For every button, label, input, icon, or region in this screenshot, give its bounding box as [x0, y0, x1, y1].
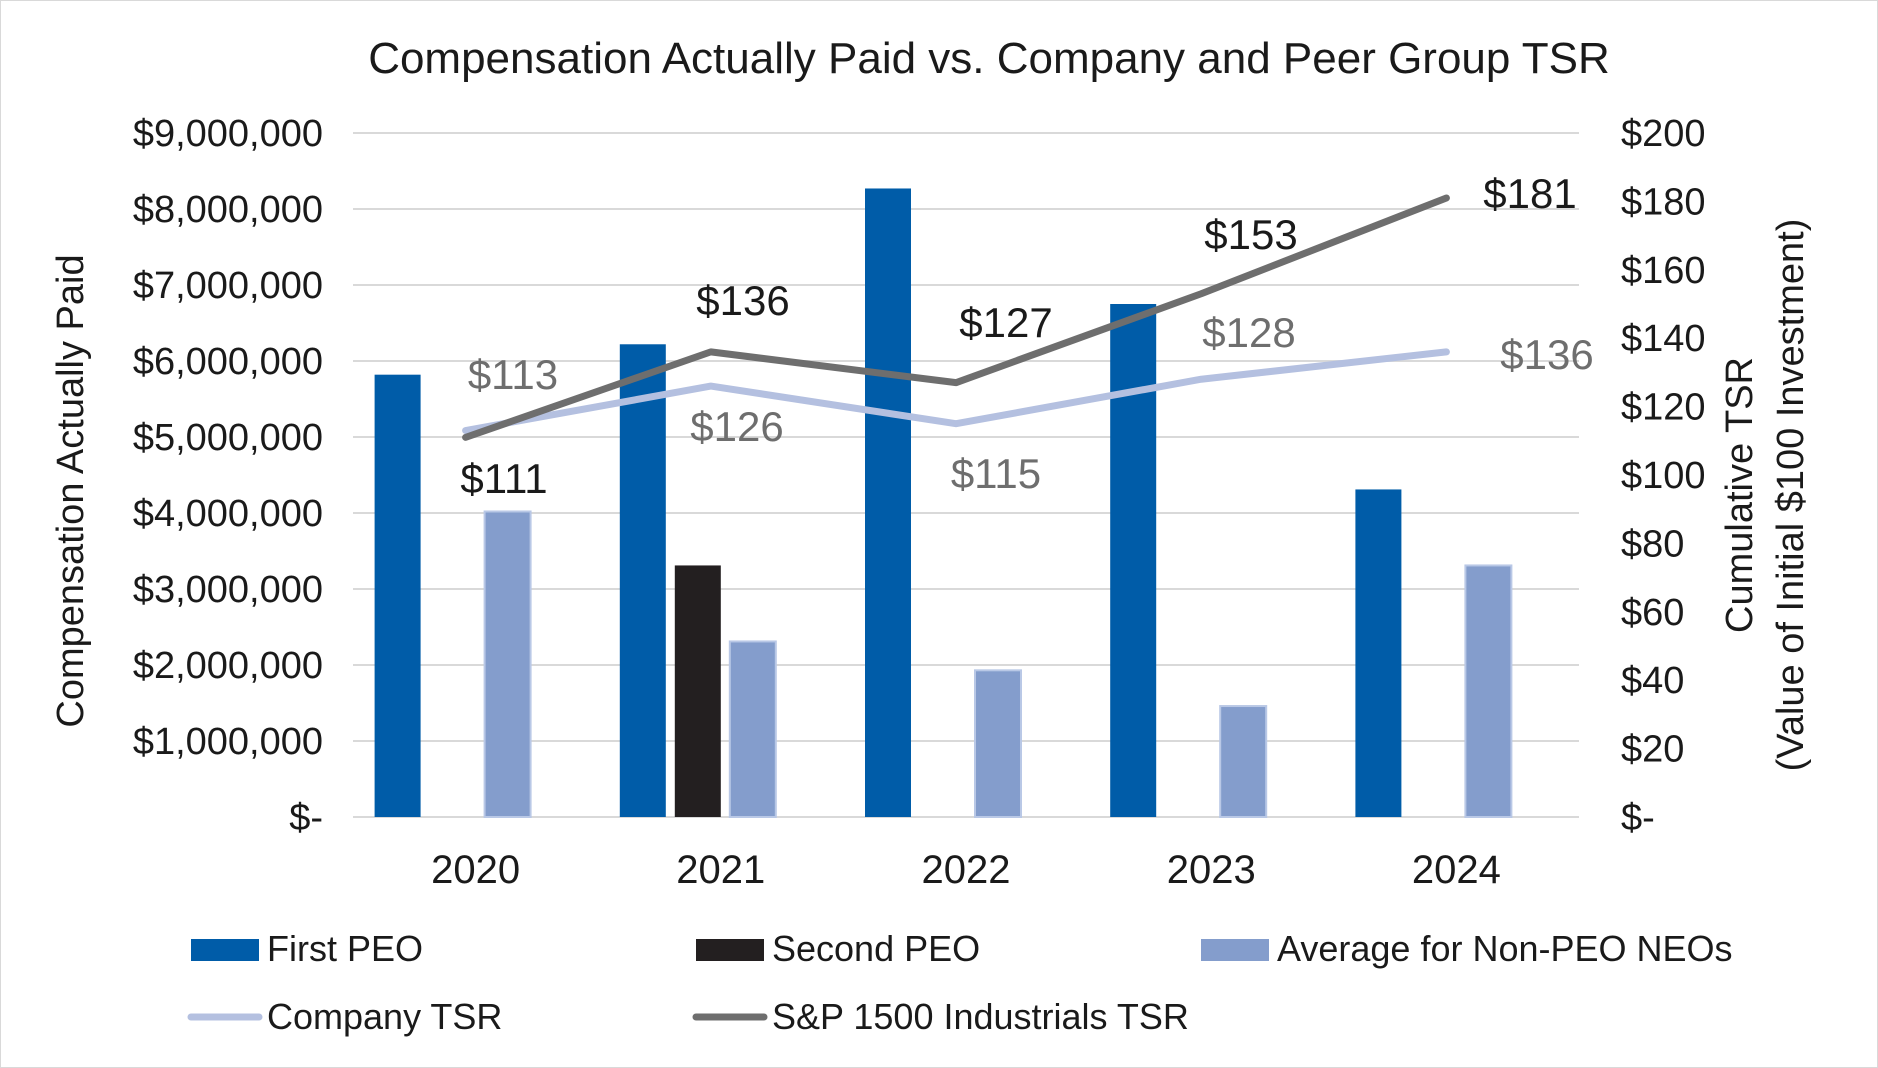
category-label: 2022 — [922, 848, 1011, 892]
tsr-lines — [462, 194, 1450, 441]
y2-tick-label: $40 — [1621, 660, 1684, 702]
category-label: 2021 — [676, 848, 765, 892]
y-tick-label: $8,000,000 — [133, 189, 323, 231]
chart-title: Compensation Actually Paid vs. Company a… — [368, 34, 1610, 83]
bar-average-for-non-peo-neos-2024 — [1464, 564, 1513, 818]
y-tick-label: $1,000,000 — [133, 721, 323, 763]
y2-tick-label: $20 — [1621, 729, 1684, 771]
y2-axis-title-line1: Cumulative TSR — [1719, 357, 1761, 633]
bar-average-for-non-peo-neos-2021 — [728, 640, 777, 818]
bar-first-peo-2023 — [1110, 304, 1157, 817]
line-s-p-1500-industrials-tsr — [462, 194, 1450, 441]
y2-tick-label: $120 — [1621, 387, 1706, 429]
y-tick-label: $5,000,000 — [133, 417, 323, 459]
category-label: 2020 — [431, 848, 520, 892]
data-label-sp1500-tsr: $111 — [460, 455, 547, 502]
y2-tick-label: $100 — [1621, 455, 1706, 497]
bar-average-for-non-peo-neos-2023 — [1219, 705, 1268, 818]
y2-tick-label: $180 — [1621, 181, 1706, 223]
bar-first-peo-2021 — [619, 344, 666, 817]
data-label-sp1500-tsr: $153 — [1204, 211, 1297, 258]
y-tick-label: $3,000,000 — [133, 569, 323, 611]
bar-first-peo-2022 — [865, 188, 911, 818]
y-tick-label: $4,000,000 — [133, 493, 323, 535]
right-axis-ticks: $- $20 $40 $60 $80 $100 $120 $140 $160 $180 $200 — [1621, 113, 1706, 839]
bar-average-for-non-peo-neos-2020 — [483, 510, 532, 818]
y2-tick-label: $160 — [1621, 250, 1706, 292]
bar-second-peo-2021 — [674, 565, 721, 817]
data-label-company-tsr: $128 — [1202, 309, 1295, 356]
data-label-company-tsr: $136 — [1500, 331, 1593, 378]
category-label: 2024 — [1412, 848, 1501, 892]
y2-tick-label: $200 — [1621, 113, 1706, 155]
line-company-tsr — [462, 348, 1450, 435]
y-tick-label: $9,000,000 — [133, 113, 323, 155]
y2-tick-label: $60 — [1621, 592, 1684, 634]
data-label-sp1500-tsr: $136 — [696, 277, 789, 324]
left-axis-ticks: $- $1,000,000 $2,000,000 $3,000,000 $4,000,0… — [133, 113, 323, 839]
data-label-sp1500-tsr: $127 — [959, 299, 1052, 346]
y-tick-label: $6,000,000 — [133, 341, 323, 383]
bars — [374, 188, 1513, 818]
y2-tick-label: $140 — [1621, 318, 1706, 360]
legend-swatch — [696, 939, 764, 961]
y-tick-label: $7,000,000 — [133, 265, 323, 307]
bar-average-for-non-peo-neos-2022 — [974, 669, 1022, 818]
legend-label: First PEO — [267, 928, 423, 969]
y-tick-label: $2,000,000 — [133, 645, 323, 687]
data-label-company-tsr: $113 — [468, 351, 558, 398]
y-tick-label: $- — [289, 797, 323, 839]
legend-label: Company TSR — [267, 996, 502, 1037]
y2-tick-label: $80 — [1621, 523, 1684, 565]
y2-axis-title-line2: (Value of Initial $100 Investment) — [1770, 219, 1812, 772]
bar-first-peo-2020 — [374, 374, 421, 817]
bar-first-peo-2024 — [1355, 489, 1402, 817]
category-labels: 2020 2021 2022 2023 2024 — [431, 848, 1501, 892]
data-labels: $113 $126 $115 $128 $136 $111 $136 $127 $153 $181 — [460, 170, 1593, 502]
legend: First PEO Second PEO Average for Non-PEO N… — [187, 928, 1733, 1037]
gridlines — [353, 132, 1579, 818]
data-label-sp1500-tsr: $181 — [1483, 170, 1576, 217]
y-axis-title: Compensation Actually Paid — [50, 254, 92, 727]
legend-swatch — [1201, 939, 1269, 961]
data-label-company-tsr: $126 — [690, 403, 783, 450]
legend-label: Second PEO — [772, 928, 980, 969]
legend-label: Average for Non-PEO NEOs — [1277, 928, 1733, 969]
category-label: 2023 — [1167, 848, 1256, 892]
data-label-company-tsr: $115 — [951, 450, 1041, 497]
legend-swatch — [191, 939, 259, 961]
y2-tick-label: $- — [1621, 797, 1655, 839]
legend-label: S&P 1500 Industrials TSR — [772, 996, 1189, 1037]
